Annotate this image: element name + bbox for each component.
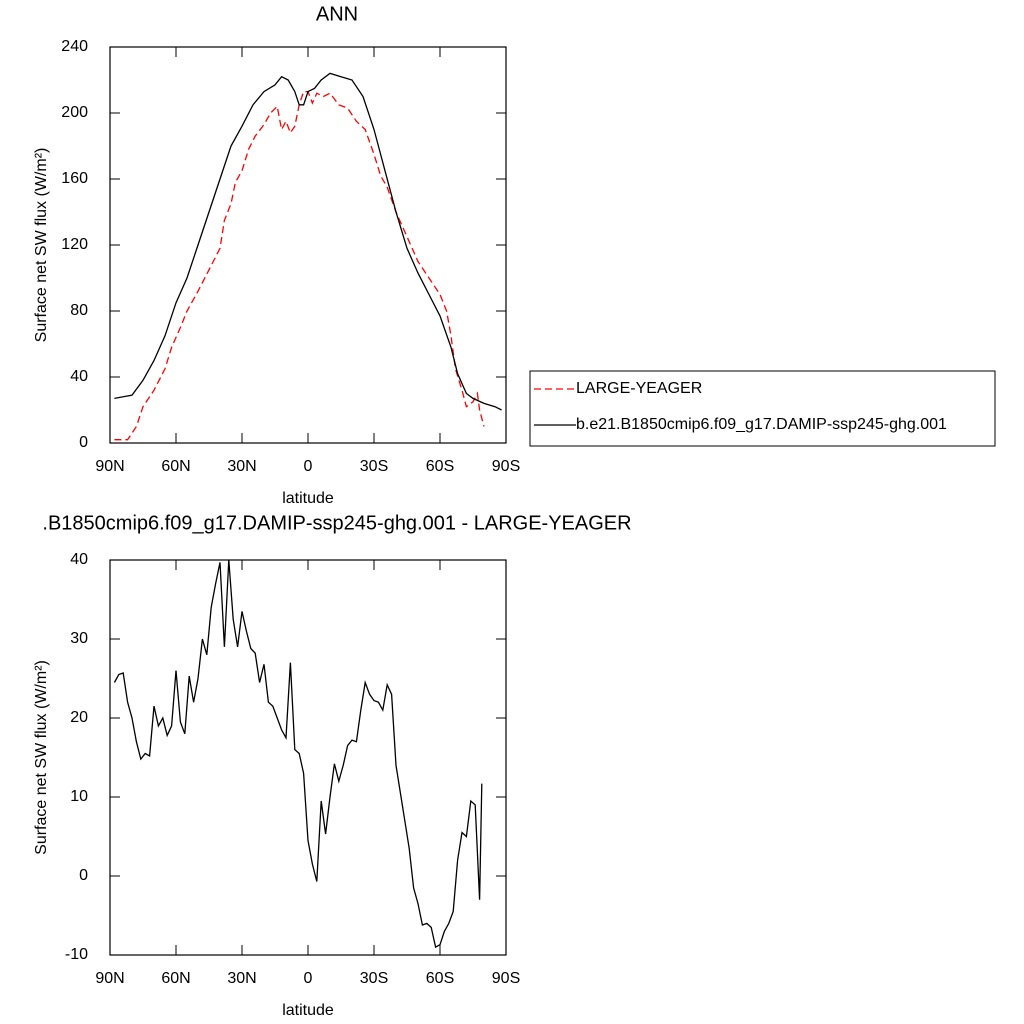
y-tick-label: 240 bbox=[61, 38, 88, 55]
chart-title: ANN bbox=[316, 3, 358, 25]
data-line bbox=[113, 559, 483, 949]
x-tick-label: 30S bbox=[360, 458, 388, 475]
x-tick-label: 90N bbox=[95, 458, 124, 475]
x-tick-label: 60S bbox=[426, 970, 454, 987]
x-tick-label: 90S bbox=[492, 970, 520, 987]
x-tick-label: 30S bbox=[360, 970, 388, 987]
y-tick-label: 30 bbox=[70, 630, 88, 647]
y-tick-label: 80 bbox=[70, 302, 88, 319]
y-tick-label: 0 bbox=[79, 867, 88, 884]
y-axis-label: Surface net SW flux (W/m²) bbox=[33, 148, 50, 343]
y-tick-label: 20 bbox=[70, 709, 88, 726]
x-axis-label: latitude bbox=[282, 490, 334, 507]
legend-label: b.e21.B1850cmip6.f09_g17.DAMIP-ssp245-gh… bbox=[576, 416, 947, 433]
x-tick-label: 0 bbox=[304, 970, 313, 987]
x-tick-label: 30N bbox=[227, 970, 256, 987]
y-tick-label: 120 bbox=[61, 236, 88, 253]
y-tick-label: 10 bbox=[70, 788, 88, 805]
plot-frame bbox=[109, 559, 507, 956]
y-tick-label: 40 bbox=[70, 368, 88, 385]
x-tick-label: 90N bbox=[95, 970, 124, 987]
y-tick-label: 40 bbox=[70, 551, 88, 568]
x-axis-label: latitude bbox=[282, 1002, 334, 1019]
x-tick-label: 60N bbox=[161, 458, 190, 475]
data-line bbox=[114, 72, 502, 411]
chart-title: .B1850cmip6.f09_g17.DAMIP-ssp245-ghg.001… bbox=[42, 512, 631, 534]
x-tick-label: 60S bbox=[426, 458, 454, 475]
x-tick-label: 60N bbox=[161, 970, 190, 987]
plot-frame bbox=[109, 46, 507, 444]
x-tick-label: 90S bbox=[492, 458, 520, 475]
y-axis-label: Surface net SW flux (W/m²) bbox=[33, 660, 50, 855]
y-tick-label: 200 bbox=[61, 104, 88, 121]
legend-label: LARGE-YEAGER bbox=[576, 380, 702, 397]
y-tick-label: -10 bbox=[65, 946, 88, 963]
legend-box bbox=[529, 370, 996, 447]
x-tick-label: 30N bbox=[227, 458, 256, 475]
y-tick-label: 0 bbox=[79, 434, 88, 451]
x-tick-label: 0 bbox=[304, 458, 313, 475]
y-tick-label: 160 bbox=[61, 170, 88, 187]
data-line bbox=[114, 90, 485, 441]
